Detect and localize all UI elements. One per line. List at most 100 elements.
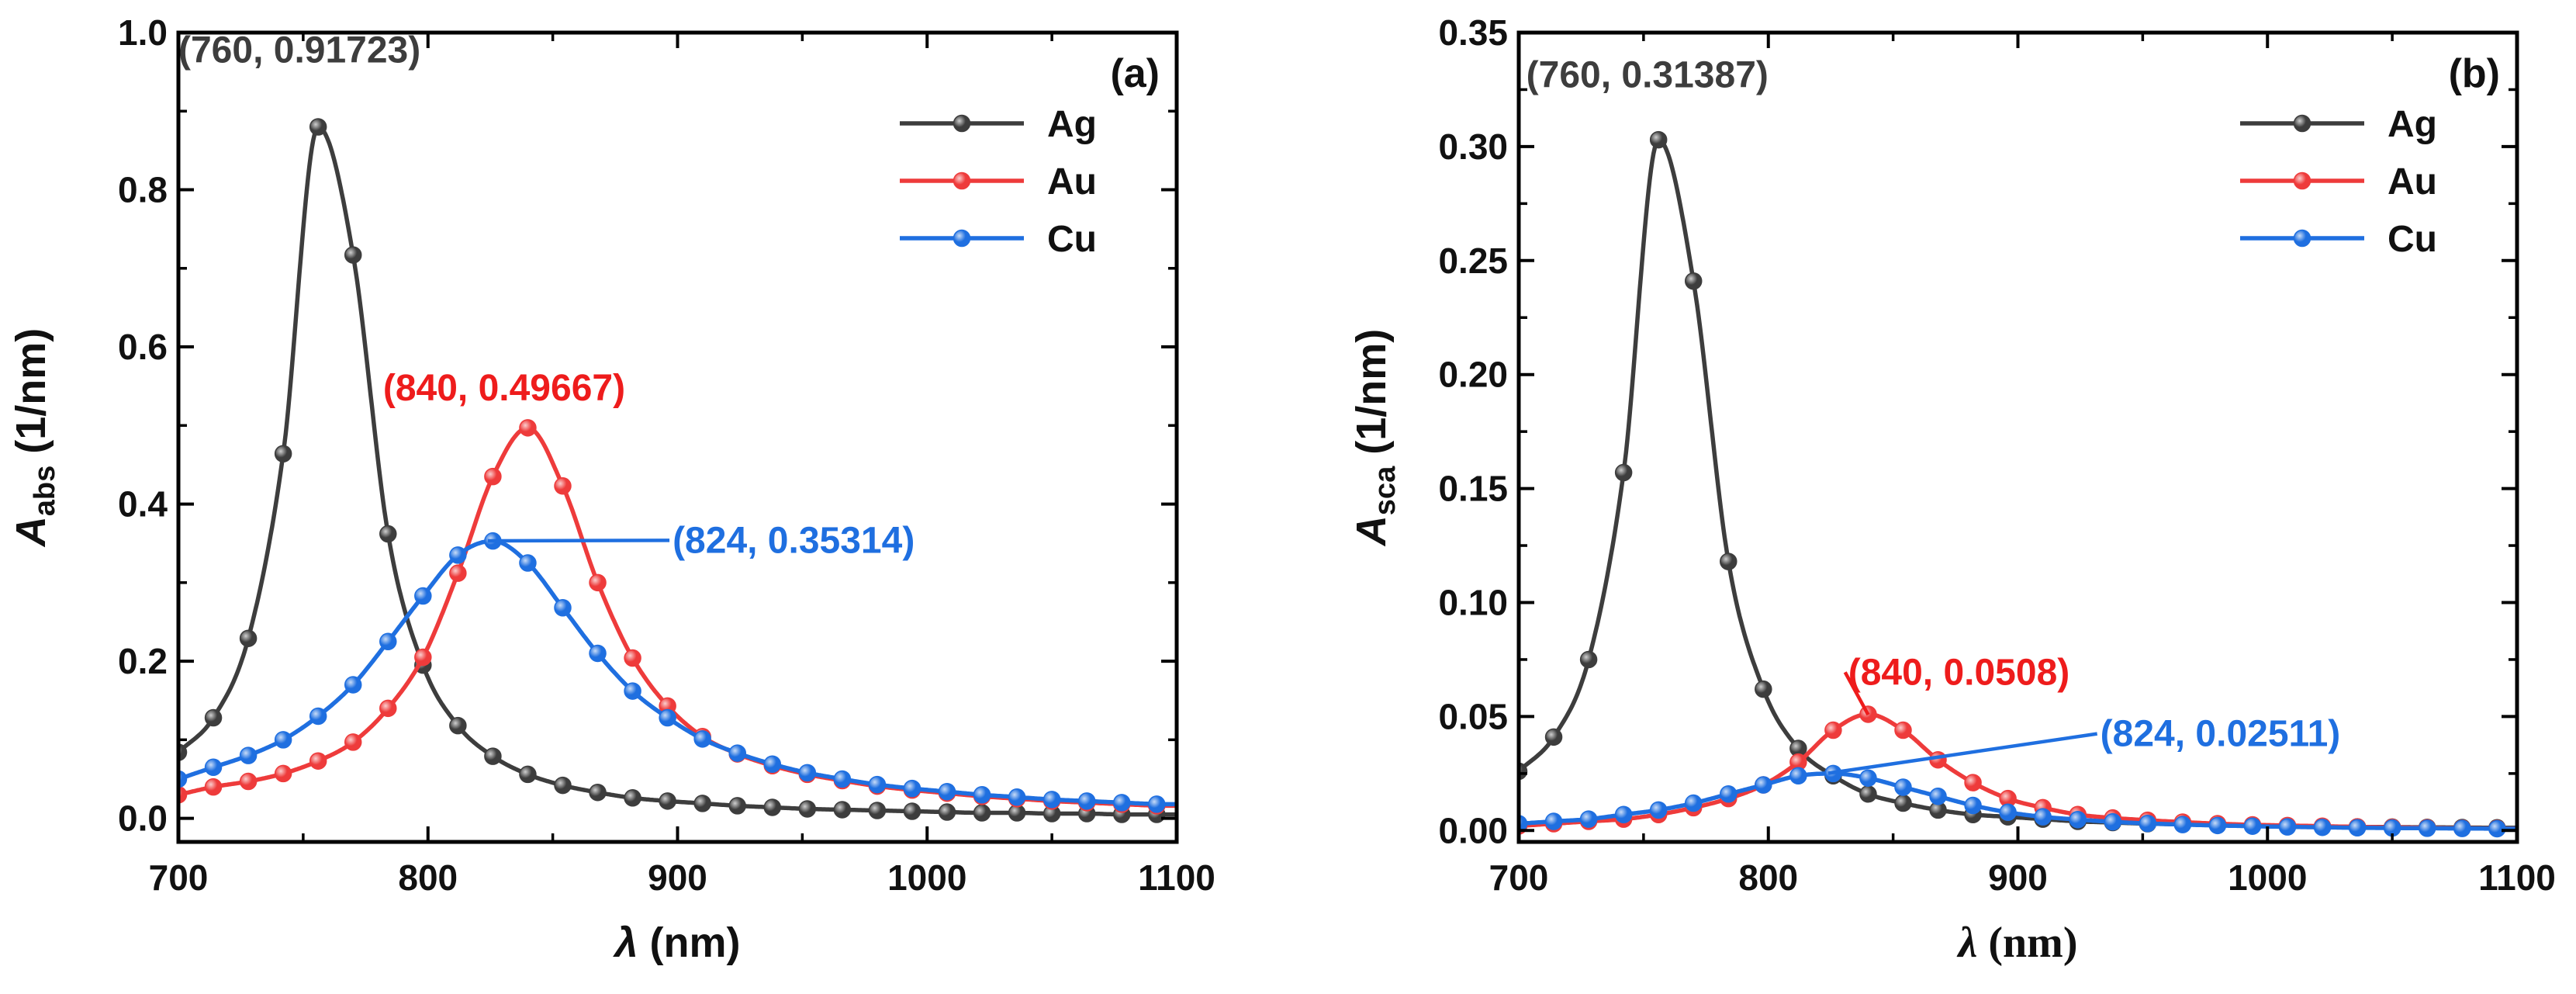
data-point [624,682,641,700]
data-point [1077,792,1096,810]
data-point [309,752,327,770]
data-point [693,795,711,812]
annotation-label: (760, 0.91723) [178,29,420,71]
panel-label: (a) [1110,51,1160,96]
series-line-cu [178,539,1177,807]
data-point [1999,803,2017,822]
data-point [903,779,921,798]
y-tick-label: 0.25 [1438,241,1508,281]
data-point [763,798,782,816]
x-tick-label: 800 [1738,857,1798,898]
series-line-au [178,425,1177,809]
data-point [1148,795,1166,813]
series-line-ag [178,124,1177,817]
legend-marker-au [953,171,971,190]
data-point [868,802,887,819]
y-tick-label: 0.4 [118,484,168,525]
data-point [2243,817,2262,835]
legend-label-ag: Ag [2388,104,2437,145]
data-point [589,573,607,592]
legend-marker-cu [953,229,971,248]
data-point [2278,818,2297,836]
data-point [2069,810,2087,829]
data-point [554,776,572,795]
data-point [624,789,641,807]
data-point [484,747,502,765]
legend: Ag Au Cu [900,104,1097,260]
x-tick-label: 700 [1489,857,1549,898]
data-point [938,782,956,801]
data-point [178,743,188,761]
data-point [309,707,327,726]
data-point [589,644,607,663]
data-point [1008,788,1026,806]
series-line-ag [1519,137,2517,830]
x-tick-label: 1000 [887,857,966,898]
legend-label-au: Au [2388,161,2437,203]
data-point [973,804,991,822]
chart-panel-b: 700 800 900 1000 1100 0.00 0.05 0.10 0.15 0.20 0.2… [1348,12,2556,967]
data-point [1720,785,1738,803]
data-point [1684,272,1703,290]
y-tick-label: 0.10 [1438,583,1508,623]
legend-label-ag: Ag [1047,104,1097,145]
data-point [1720,552,1738,570]
data-point [2488,819,2506,838]
data-point [554,477,572,495]
data-point [178,770,188,788]
data-point [344,676,362,694]
data-point [903,802,921,820]
data-point [1929,750,1947,769]
legend-label-cu: Cu [2388,219,2437,260]
annotation-label: (824, 0.02511) [2101,714,2341,755]
y-tick-label: 0.15 [1438,469,1508,509]
data-point [1789,767,1807,785]
data-point [2034,808,2052,826]
data-point [1519,762,1528,781]
data-point [2173,816,2192,833]
data-point [1824,721,1842,739]
data-point [449,546,467,564]
data-point [519,419,537,437]
data-point [274,445,292,463]
y-tick-label: 0.05 [1438,696,1508,736]
x-tick-label: 800 [398,857,458,898]
data-point [1649,801,1668,819]
y-tick-label: 0.35 [1438,12,1508,53]
data-point [2348,819,2367,837]
data-point [414,587,432,605]
data-point [379,525,397,543]
data-point [728,744,746,762]
data-point [1859,785,1877,803]
data-point [1649,130,1668,149]
data-point [1544,728,1563,746]
data-point [1859,769,1877,787]
data-point [309,118,327,136]
data-point [449,716,467,735]
data-point [1964,774,1982,791]
x-axis-title: λ (nm) [1957,919,2078,967]
data-point [1929,787,1947,805]
y-tick-label: 0.6 [118,327,168,367]
data-point [519,554,537,572]
x-tick-label: 700 [149,857,209,898]
data-point [344,733,362,751]
plot-area [1519,130,2517,838]
x-tick-label: 900 [1988,857,2048,898]
data-point [1755,776,1772,794]
data-point [519,765,537,784]
y-tick-label: 0.20 [1438,355,1508,395]
data-point [1544,812,1563,830]
data-point [868,775,887,794]
data-point [239,746,258,764]
data-point [1112,794,1131,812]
data-point [938,803,956,821]
data-point [178,785,188,804]
legend-marker-cu [2293,229,2311,248]
data-point [274,731,292,749]
data-point [659,792,676,810]
data-point [798,764,817,782]
data-point [1684,794,1703,812]
legend-label-cu: Cu [1047,219,1097,260]
plot-area [178,118,1177,823]
